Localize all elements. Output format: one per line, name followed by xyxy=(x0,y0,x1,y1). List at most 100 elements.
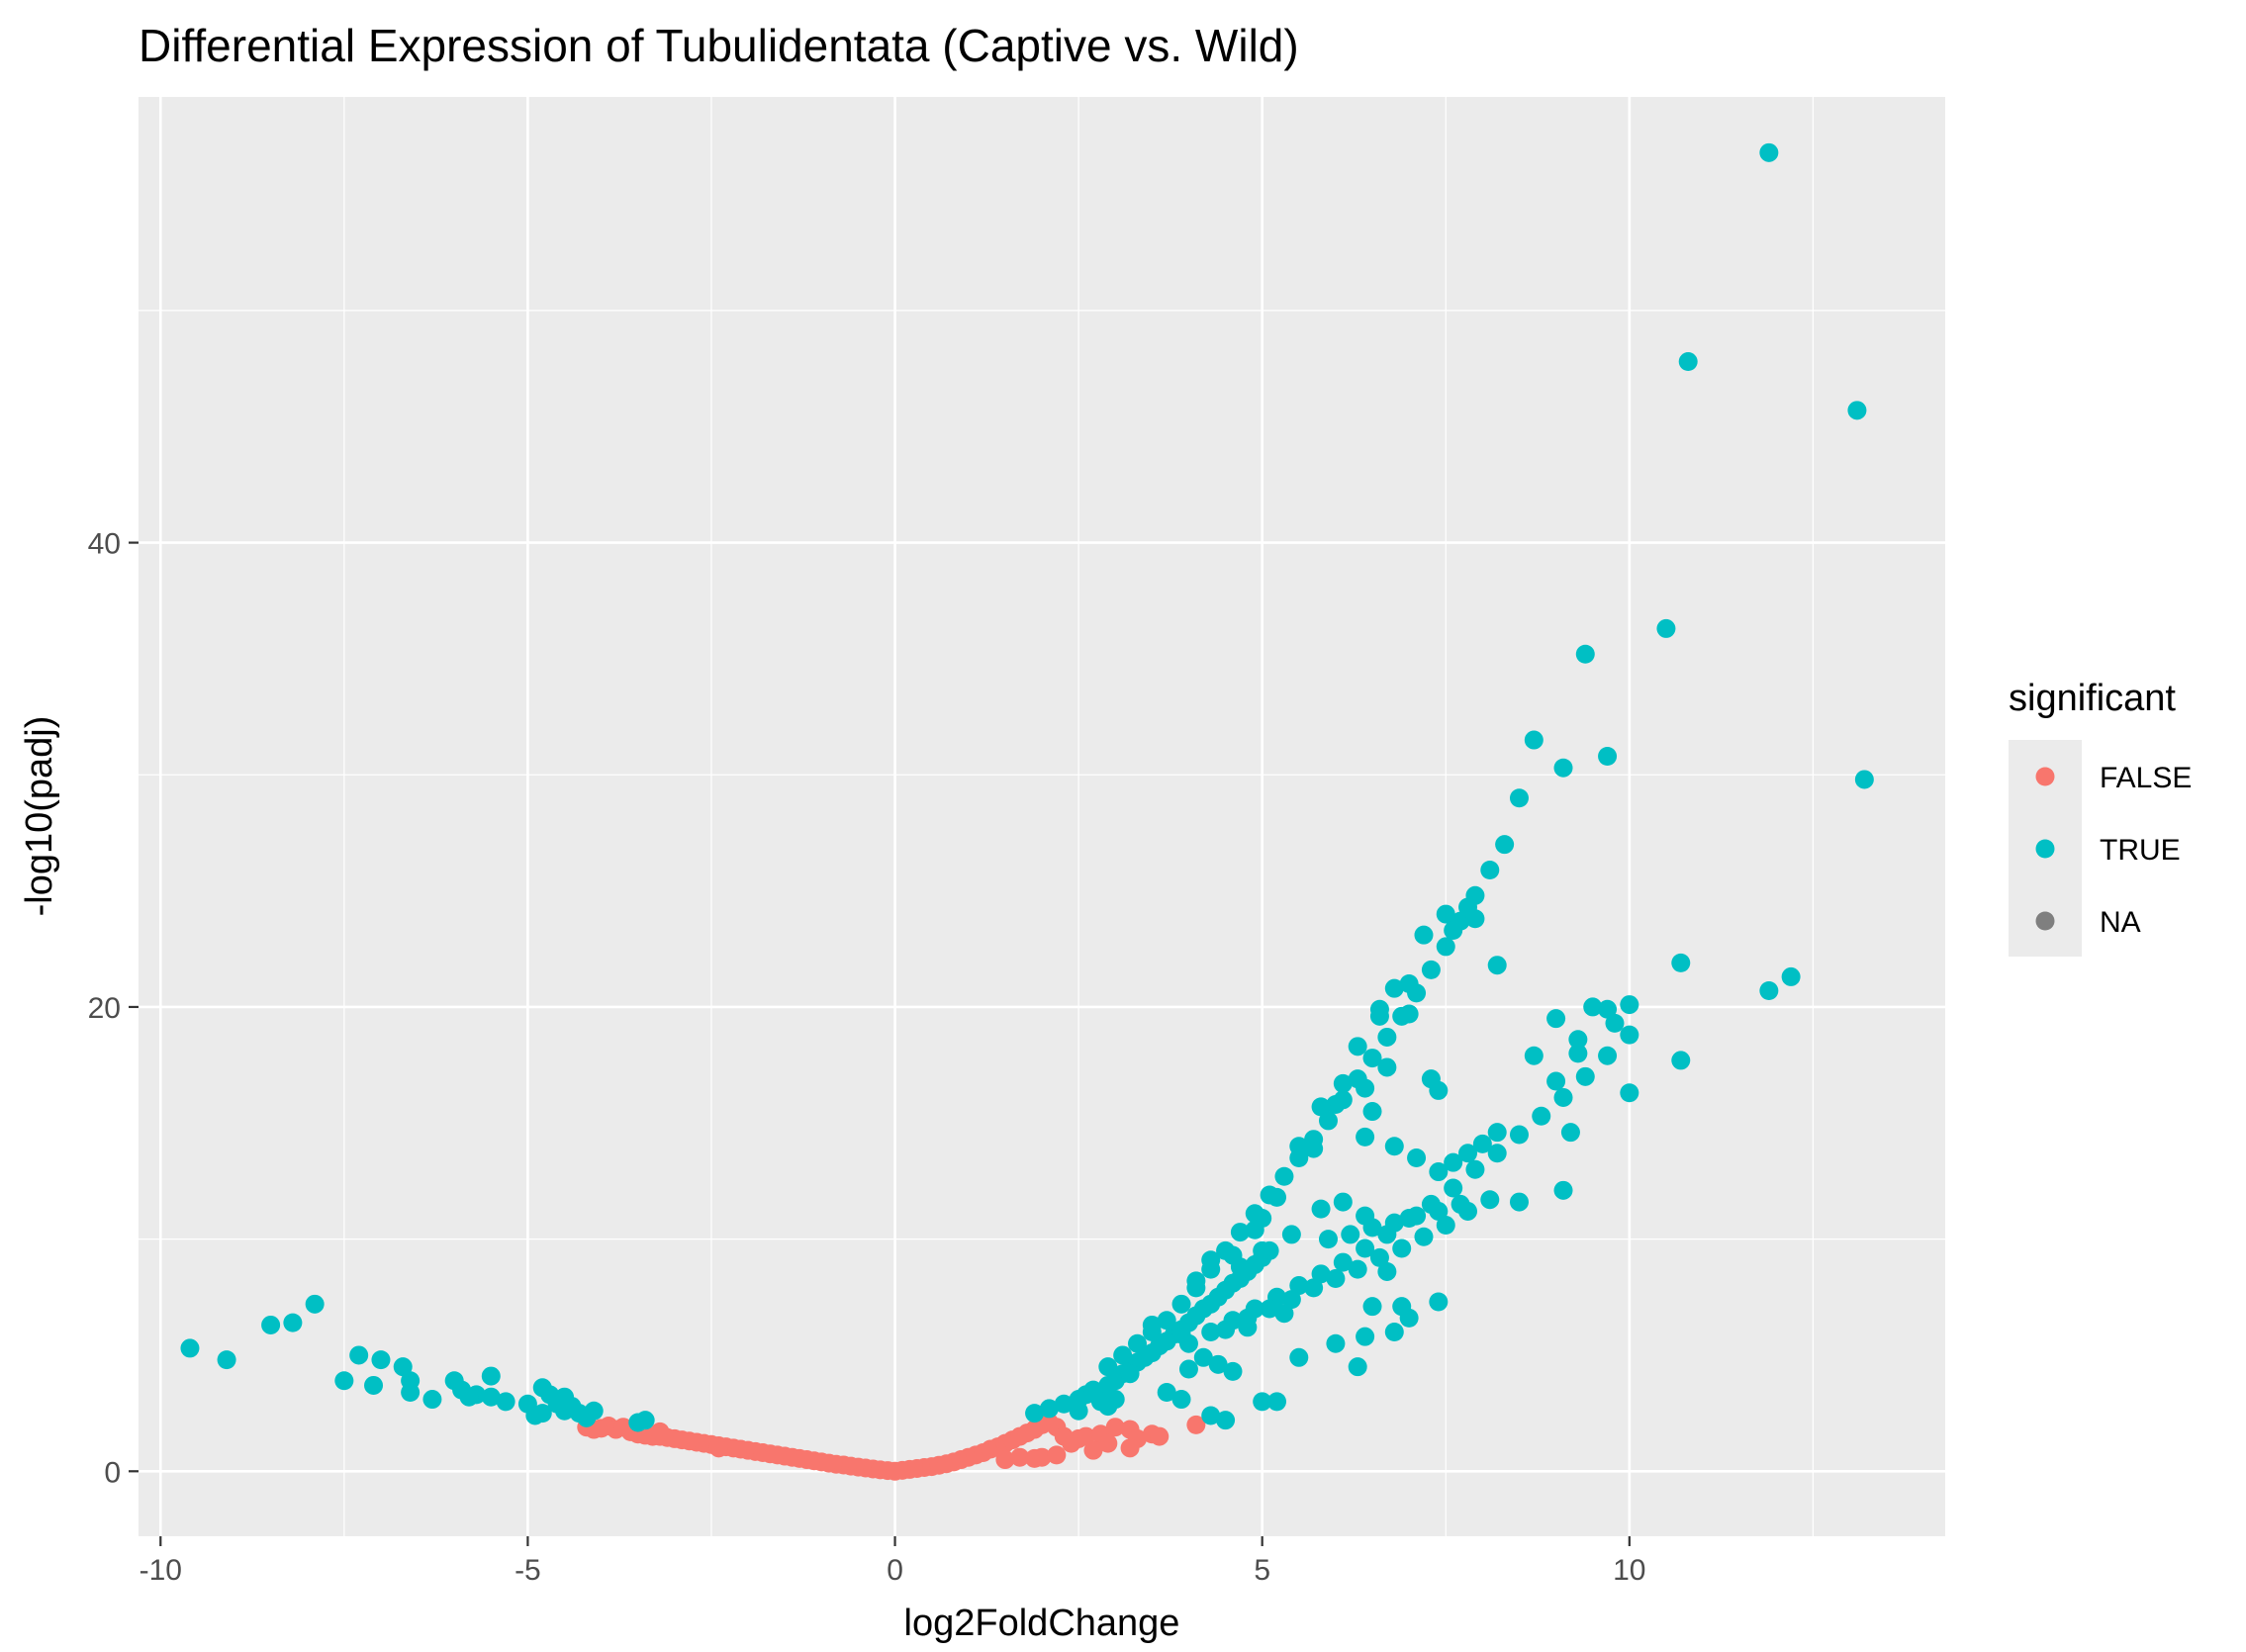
data-point-true xyxy=(532,1404,552,1423)
data-point-true xyxy=(1436,1216,1455,1236)
data-point-true xyxy=(1384,1213,1404,1233)
data-point-true xyxy=(1341,1225,1360,1244)
data-point-true xyxy=(459,1387,479,1407)
data-point-true xyxy=(1656,618,1676,638)
data-point-true xyxy=(1311,1199,1331,1219)
data-point-true xyxy=(1509,788,1529,808)
data-point-true xyxy=(1348,1259,1367,1279)
data-point-true xyxy=(1384,978,1404,998)
data-point-true xyxy=(1620,1083,1639,1103)
x-tick-label: 10 xyxy=(1613,1554,1645,1587)
data-point-false xyxy=(1186,1415,1206,1434)
data-point-true xyxy=(1127,1333,1147,1353)
data-points xyxy=(180,142,1874,1481)
data-point-true xyxy=(305,1294,325,1314)
data-point-true xyxy=(1267,1392,1287,1412)
data-point-false xyxy=(995,1450,1015,1470)
data-point-true xyxy=(1326,1333,1346,1353)
data-point-true xyxy=(1598,1046,1618,1065)
data-point-true xyxy=(1392,1239,1412,1258)
data-point-true xyxy=(1113,1345,1133,1365)
plot-panel xyxy=(139,97,1945,1536)
data-point-true xyxy=(1039,1399,1059,1419)
data-point-false xyxy=(1054,1426,1074,1446)
data-point-true xyxy=(1847,401,1867,420)
legend-label-false: FALSE xyxy=(2100,762,2192,794)
data-point-true xyxy=(1216,1411,1236,1430)
data-point-true xyxy=(1568,1044,1588,1063)
data-point-true xyxy=(1759,981,1779,1001)
data-point-true xyxy=(1414,1227,1434,1246)
data-point-true xyxy=(1178,1359,1198,1379)
data-point-true xyxy=(1348,1357,1367,1377)
data-point-true xyxy=(1208,1354,1228,1374)
data-point-true xyxy=(371,1350,391,1370)
data-point-true xyxy=(334,1371,354,1391)
data-point-true xyxy=(1553,1087,1573,1107)
data-point-false xyxy=(1083,1440,1103,1460)
data-point-true xyxy=(1487,1123,1507,1143)
data-point-true xyxy=(1289,1347,1309,1367)
data-point-true xyxy=(1546,1071,1566,1091)
data-point-true xyxy=(1407,1206,1427,1226)
data-point-true xyxy=(1356,1239,1375,1258)
data-point-true xyxy=(1356,1206,1375,1226)
data-point-true xyxy=(1142,1315,1162,1334)
data-point-true xyxy=(1407,1147,1427,1167)
data-point-false xyxy=(1120,1438,1140,1458)
data-point-true xyxy=(261,1315,281,1334)
legend-key-na xyxy=(2035,911,2055,931)
data-point-true xyxy=(1274,1304,1294,1324)
data-point-true xyxy=(1253,1392,1272,1412)
data-point-true xyxy=(1671,953,1691,972)
data-point-false xyxy=(1076,1426,1096,1446)
data-point-true xyxy=(1429,1201,1449,1221)
data-point-true xyxy=(1186,1271,1206,1291)
data-point-true xyxy=(481,1366,501,1386)
data-point-true xyxy=(1620,995,1639,1015)
data-point-true xyxy=(1356,1127,1375,1147)
data-point-true xyxy=(1605,1013,1625,1033)
data-point-true xyxy=(1377,1057,1397,1077)
data-point-false xyxy=(1047,1445,1067,1465)
data-point-true xyxy=(1362,1049,1382,1068)
data-point-true xyxy=(1223,1361,1243,1381)
data-point-true xyxy=(1362,1102,1382,1122)
legend-title: significant xyxy=(2009,678,2176,719)
data-point-true xyxy=(1201,1250,1221,1270)
data-point-true xyxy=(1348,1037,1367,1056)
data-point-true xyxy=(1230,1257,1250,1277)
data-point-true xyxy=(1436,937,1455,957)
data-point-true xyxy=(1560,1123,1580,1143)
data-point-true xyxy=(1399,973,1419,993)
data-point-true xyxy=(1069,1401,1088,1421)
data-point-true xyxy=(1025,1404,1045,1423)
data-point-true xyxy=(1090,1392,1110,1412)
data-point-true xyxy=(496,1392,515,1412)
legend: significant FALSE TRUE NA xyxy=(2009,678,2192,957)
data-point-true xyxy=(1568,1030,1588,1050)
data-point-true xyxy=(1480,860,1500,879)
data-point-true xyxy=(1429,1292,1449,1312)
data-point-true xyxy=(1201,1322,1221,1341)
data-point-true xyxy=(1444,1178,1463,1198)
data-point-true xyxy=(1384,1322,1404,1341)
data-point-true xyxy=(1326,1095,1346,1114)
data-point-true xyxy=(1311,1097,1331,1117)
data-point-true xyxy=(1238,1318,1258,1337)
data-point-true xyxy=(1304,1278,1324,1298)
data-point-true xyxy=(1274,1166,1294,1186)
legend-key-true xyxy=(2035,839,2055,859)
data-point-true xyxy=(1429,1080,1449,1100)
data-point-true xyxy=(1781,966,1801,986)
chart-title: Differential Expression of Tubulidentata… xyxy=(139,20,1299,71)
x-axis-title: log2FoldChange xyxy=(904,1603,1180,1644)
data-point-true xyxy=(635,1411,655,1430)
y-tick-label: 40 xyxy=(88,528,121,561)
data-point-true xyxy=(1171,1390,1191,1410)
data-point-true xyxy=(1289,1137,1309,1156)
data-point-true xyxy=(481,1387,501,1407)
data-point-true xyxy=(1245,1220,1264,1239)
data-point-true xyxy=(1458,1144,1478,1163)
x-tick-label: 5 xyxy=(1254,1554,1270,1587)
